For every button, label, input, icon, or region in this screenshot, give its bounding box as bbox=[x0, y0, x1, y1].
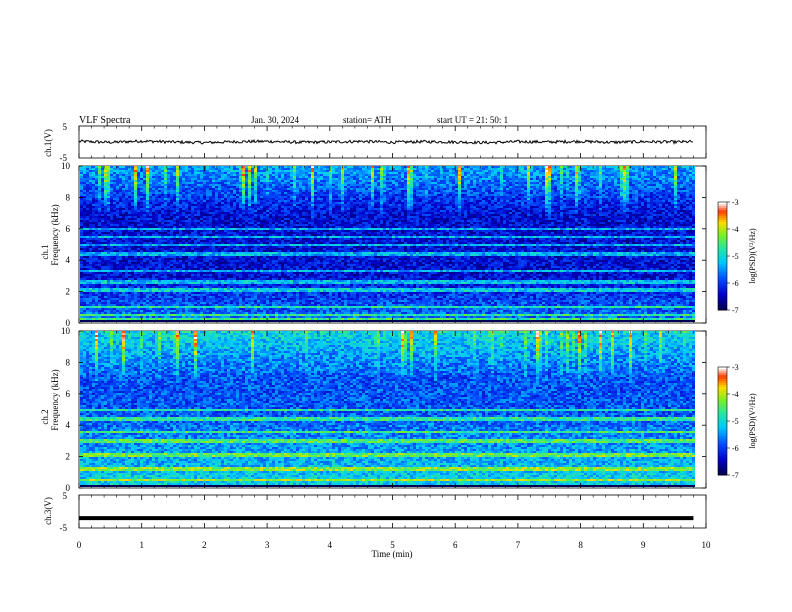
ch2-colorbar-label--5: -5 bbox=[732, 417, 739, 426]
start-time-label: start UT = 21: 50: 1 bbox=[437, 115, 508, 125]
ch1-waveform-panel: 5 -5 ch.1(V) bbox=[43, 122, 706, 163]
ch2-spectrogram-image bbox=[80, 331, 695, 487]
ch3-ytick-bottom: -5 bbox=[60, 523, 68, 533]
ch1-ylabel: ch.1(V) bbox=[43, 129, 53, 157]
figure-title: VLF Spectra bbox=[79, 115, 131, 126]
x-tick-label-2: 2 bbox=[202, 540, 207, 550]
ch2-colorbar-title: log(PSD)(V²/Hz) bbox=[748, 393, 757, 449]
ch2-spec-ylabel: ch.2 bbox=[40, 409, 50, 424]
x-axis-label: Time (min) bbox=[372, 549, 413, 559]
ch2-spec-ytick-10: 10 bbox=[61, 326, 71, 336]
date-label: Jan. 30, 2024 bbox=[251, 115, 299, 125]
ch1-colorbar-label--6: -6 bbox=[732, 279, 739, 288]
ch1-spec-ytick-10: 10 bbox=[61, 161, 71, 171]
ch1-colorbar: -3 -4 -5 -6 -7 log(PSD)(V²/Hz) bbox=[718, 198, 757, 315]
x-tick-label-10: 10 bbox=[702, 540, 712, 550]
ch1-colorbar-label--3: -3 bbox=[732, 198, 739, 207]
x-tick-label-4: 4 bbox=[328, 540, 333, 550]
x-tick-label-0: 0 bbox=[77, 540, 82, 550]
ch1-spec-ytick-4: 4 bbox=[66, 255, 71, 265]
ch2-spec-ytick-6: 6 bbox=[66, 389, 71, 399]
ch1-waveform-line bbox=[79, 140, 693, 144]
ch1-colorbar-title: log(PSD)(V²/Hz) bbox=[748, 228, 757, 284]
ch1-spectrogram-image bbox=[80, 166, 695, 322]
x-tick-label-8: 8 bbox=[578, 540, 583, 550]
ch2-colorbar-label--3: -3 bbox=[732, 363, 739, 372]
ch1-spec-ytick-8: 8 bbox=[66, 192, 71, 202]
ch1-colorbar-label--7: -7 bbox=[732, 306, 739, 315]
ch2-spec-freq-label: Frequency (kHz) bbox=[50, 369, 60, 430]
x-tick-label-1: 1 bbox=[139, 540, 144, 550]
ch2-spec-ytick-4: 4 bbox=[66, 420, 71, 430]
x-tick-label-3: 3 bbox=[265, 540, 270, 550]
x-tick-label-6: 6 bbox=[453, 540, 458, 550]
ch1-spec-ytick-6: 6 bbox=[66, 224, 71, 234]
ch3-waveform-panel: 5 -5 ch.3(V) bbox=[43, 491, 706, 533]
ch2-colorbar: -3 -4 -5 -6 -7 log(PSD)(V²/Hz) bbox=[718, 363, 757, 480]
station-label: station= ATH bbox=[343, 115, 392, 125]
ch1-spec-ytick-2: 2 bbox=[66, 287, 71, 297]
ch1-ytick-top: 5 bbox=[63, 122, 68, 132]
ch3-ytick-top: 5 bbox=[63, 491, 68, 501]
ch2-colorbar-label--4: -4 bbox=[732, 390, 739, 399]
x-tick-label-9: 9 bbox=[641, 540, 646, 550]
ch1-spec-ylabel: ch.1 bbox=[40, 244, 50, 259]
ch2-colorbar-label--6: -6 bbox=[732, 444, 739, 453]
ch2-spec-ytick-2: 2 bbox=[66, 452, 71, 462]
x-tick-label-7: 7 bbox=[516, 540, 521, 550]
ch1-colorbar-label--5: -5 bbox=[732, 252, 739, 261]
ch1-colorbar-label--4: -4 bbox=[732, 225, 739, 234]
ch1-spec-freq-label: Frequency (kHz) bbox=[50, 204, 60, 265]
ch2-spec-ytick-8: 8 bbox=[66, 357, 71, 367]
ch3-ylabel: ch.3(V) bbox=[43, 497, 53, 525]
ch2-colorbar-label--7: -7 bbox=[732, 471, 739, 480]
